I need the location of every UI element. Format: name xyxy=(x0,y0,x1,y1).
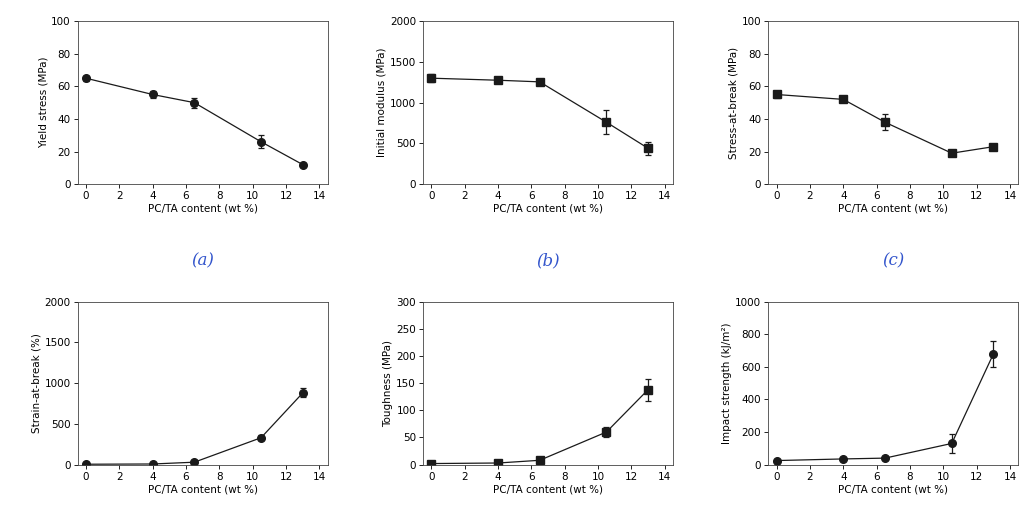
Y-axis label: Impact strength (kJ/m²): Impact strength (kJ/m²) xyxy=(723,323,732,444)
Text: (a): (a) xyxy=(191,253,214,270)
X-axis label: PC/TA content (wt %): PC/TA content (wt %) xyxy=(493,204,603,214)
X-axis label: PC/TA content (wt %): PC/TA content (wt %) xyxy=(148,484,257,494)
Text: (b): (b) xyxy=(537,253,559,270)
Text: (c): (c) xyxy=(882,253,905,270)
Y-axis label: Yield stress (MPa): Yield stress (MPa) xyxy=(38,57,49,148)
Y-axis label: Toughness (MPa): Toughness (MPa) xyxy=(384,340,393,427)
Y-axis label: Stress-at-break (MPa): Stress-at-break (MPa) xyxy=(729,46,739,159)
X-axis label: PC/TA content (wt %): PC/TA content (wt %) xyxy=(148,204,257,214)
X-axis label: PC/TA content (wt %): PC/TA content (wt %) xyxy=(839,484,948,494)
Y-axis label: Initial modulus (MPa): Initial modulus (MPa) xyxy=(377,48,387,157)
X-axis label: PC/TA content (wt %): PC/TA content (wt %) xyxy=(493,484,603,494)
X-axis label: PC/TA content (wt %): PC/TA content (wt %) xyxy=(839,204,948,214)
Y-axis label: Strain-at-break (%): Strain-at-break (%) xyxy=(32,333,41,433)
